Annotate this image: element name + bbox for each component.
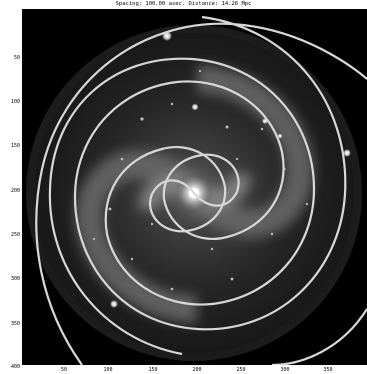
foreground-star [277, 133, 283, 139]
y-tick-label: 150 [10, 143, 20, 149]
y-tick-label: 100 [10, 99, 20, 105]
galaxy-image [22, 9, 367, 365]
x-tick-label: 100 [103, 367, 113, 373]
x-tick-label: 50 [60, 367, 68, 373]
x-tick-label: 250 [236, 367, 246, 373]
y-axis-ticks: 50 100 150 200 250 300 350 400 [0, 0, 20, 374]
y-tick-label: 400 [10, 364, 20, 370]
y-tick-label: 50 [13, 55, 20, 61]
x-tick-label: 200 [192, 367, 202, 373]
y-tick-label: 300 [10, 276, 20, 282]
y-tick-label: 250 [10, 232, 20, 238]
x-tick-label: 150 [148, 367, 158, 373]
foreground-star [191, 103, 199, 111]
x-tick-label: 350 [323, 367, 333, 373]
x-tick-label: 300 [280, 367, 290, 373]
y-tick-label: 350 [10, 321, 20, 327]
galaxy-image-frame [22, 9, 367, 365]
spiral-overlay [35, 15, 367, 365]
image-title: Spacing: 100.00 asec. Distance: 14.26 Mp… [115, 1, 252, 7]
foreground-star [343, 149, 351, 157]
foreground-star [110, 300, 118, 308]
y-tick-label: 200 [10, 188, 20, 194]
